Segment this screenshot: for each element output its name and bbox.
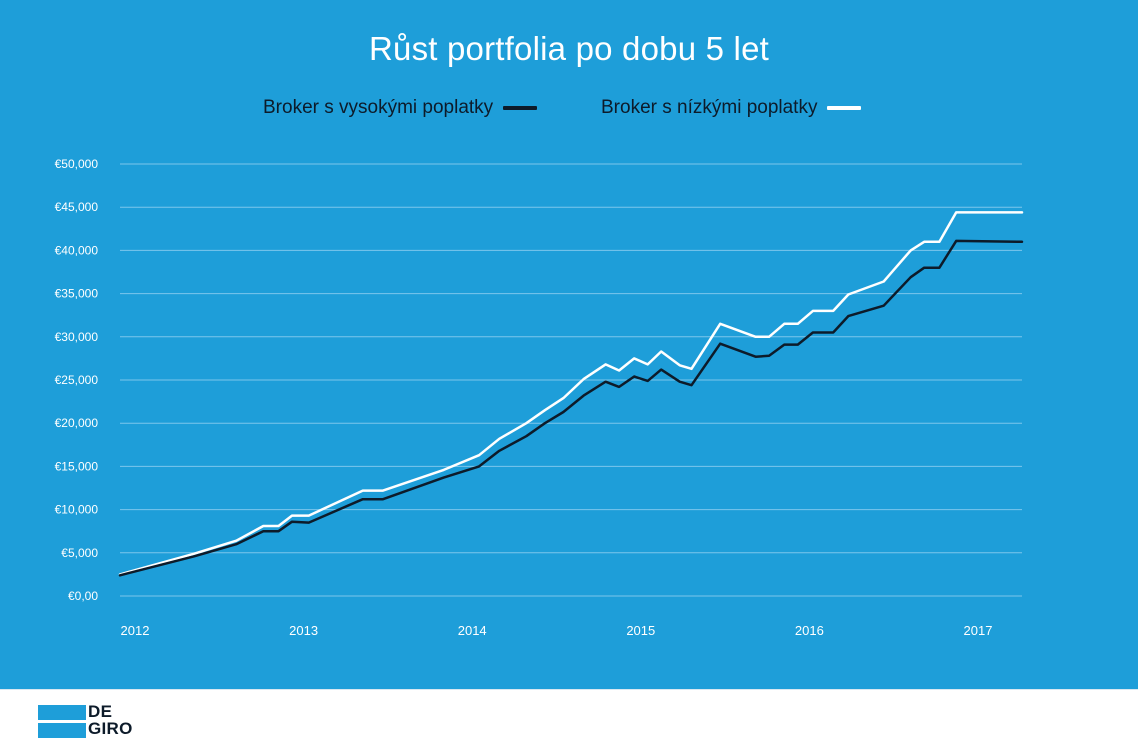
series-line-high-fee (118, 239, 1024, 577)
y-tick-label: €45,000 (55, 200, 99, 214)
x-tick-label: 2017 (964, 623, 993, 638)
legend-label-high-fee: Broker s vysokými poplatky (263, 97, 494, 118)
y-tick-label: €50,000 (55, 157, 99, 171)
legend-label-low-fee: Broker s nízkými poplatky (601, 97, 818, 118)
chart-title: Růst portfolia po dobu 5 let (368, 30, 770, 67)
y-tick-label: €10,000 (55, 503, 99, 517)
legend-swatch-low-fee (827, 106, 862, 110)
footer: DE GIRO (0, 689, 1138, 751)
y-tick-label: €35,000 (55, 287, 99, 301)
legend-item-high-fee: Broker s vysokými poplatky (263, 96, 538, 120)
x-tick-label: 2016 (795, 623, 824, 638)
legend-item-low-fee: Broker s nízkými poplatky (601, 96, 862, 120)
x-tick-label: 2015 (626, 623, 655, 638)
logo-bar-bottom (38, 723, 86, 738)
legend-swatch-high-fee (503, 106, 538, 110)
line-chart: €0,00 €5,000 €10,000 €15,000 €20,000 €25,000 €… (55, 157, 1024, 638)
y-tick-label: €25,000 (55, 373, 99, 387)
y-tick-label: €20,000 (55, 416, 99, 430)
logo-text-line2: GIRO (88, 719, 133, 738)
y-tick-label: €15,000 (55, 459, 99, 473)
x-tick-label: 2014 (458, 623, 487, 638)
chart-background: Růst portfolia po dobu 5 let Broker s vy… (0, 0, 1138, 689)
y-tick-label: €30,000 (55, 330, 99, 344)
logo-bar-top (38, 705, 86, 720)
y-tick-label: €40,000 (55, 243, 99, 257)
x-tick-label: 2013 (289, 623, 318, 638)
y-tick-label: €0,00 (68, 589, 98, 603)
series-line-low-fee (118, 211, 1024, 576)
degiro-logo: DE GIRO (38, 702, 178, 738)
logo-text-line1: DE (88, 702, 113, 721)
x-tick-label: 2012 (121, 623, 150, 638)
y-tick-label: €5,000 (61, 546, 98, 560)
